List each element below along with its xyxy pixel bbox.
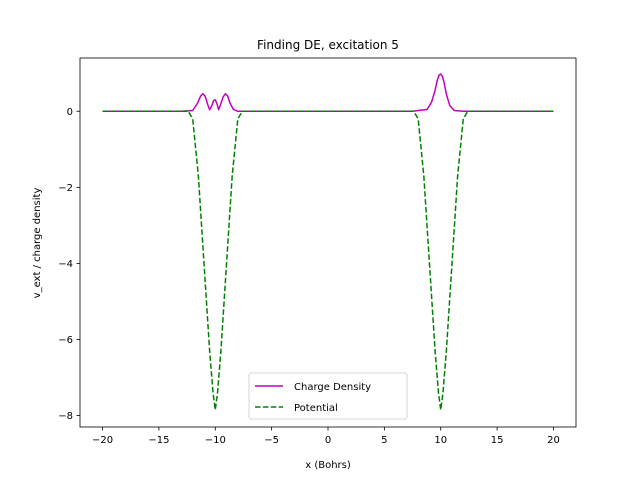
- y-tick-label: −6: [58, 335, 73, 346]
- x-tick-label: 15: [491, 435, 504, 446]
- x-tick-label: 5: [381, 435, 387, 446]
- x-axis-label: x (Bohrs): [305, 460, 351, 471]
- x-tick-label: −5: [264, 435, 279, 446]
- legend-label-0: Charge Density: [294, 382, 371, 393]
- x-tick-label: 0: [325, 435, 331, 446]
- legend-label-1: Potential: [294, 403, 338, 414]
- plot-area: [102, 73, 554, 411]
- x-tick-label: 10: [434, 435, 447, 446]
- x-tick-label: −10: [205, 435, 226, 446]
- legend: Charge Density Potential: [248, 372, 408, 420]
- y-tick-label: −8: [58, 411, 73, 422]
- y-tick-label: −2: [58, 183, 73, 194]
- axes: −20 −15 −10 −5 0 5 10 15 20−8−6−4−20: [58, 57, 577, 446]
- y-axis-label: v_ext / charge density: [32, 188, 43, 299]
- series-line-0: [102, 73, 554, 113]
- y-tick-label: −4: [58, 259, 73, 270]
- x-tick-label: 20: [547, 435, 560, 446]
- x-tick-label: −20: [92, 435, 113, 446]
- y-tick-label: 0: [67, 107, 73, 118]
- x-tick-label: −15: [148, 435, 169, 446]
- legend-box: [248, 372, 408, 420]
- chart-title: Finding DE, excitation 5: [257, 38, 399, 52]
